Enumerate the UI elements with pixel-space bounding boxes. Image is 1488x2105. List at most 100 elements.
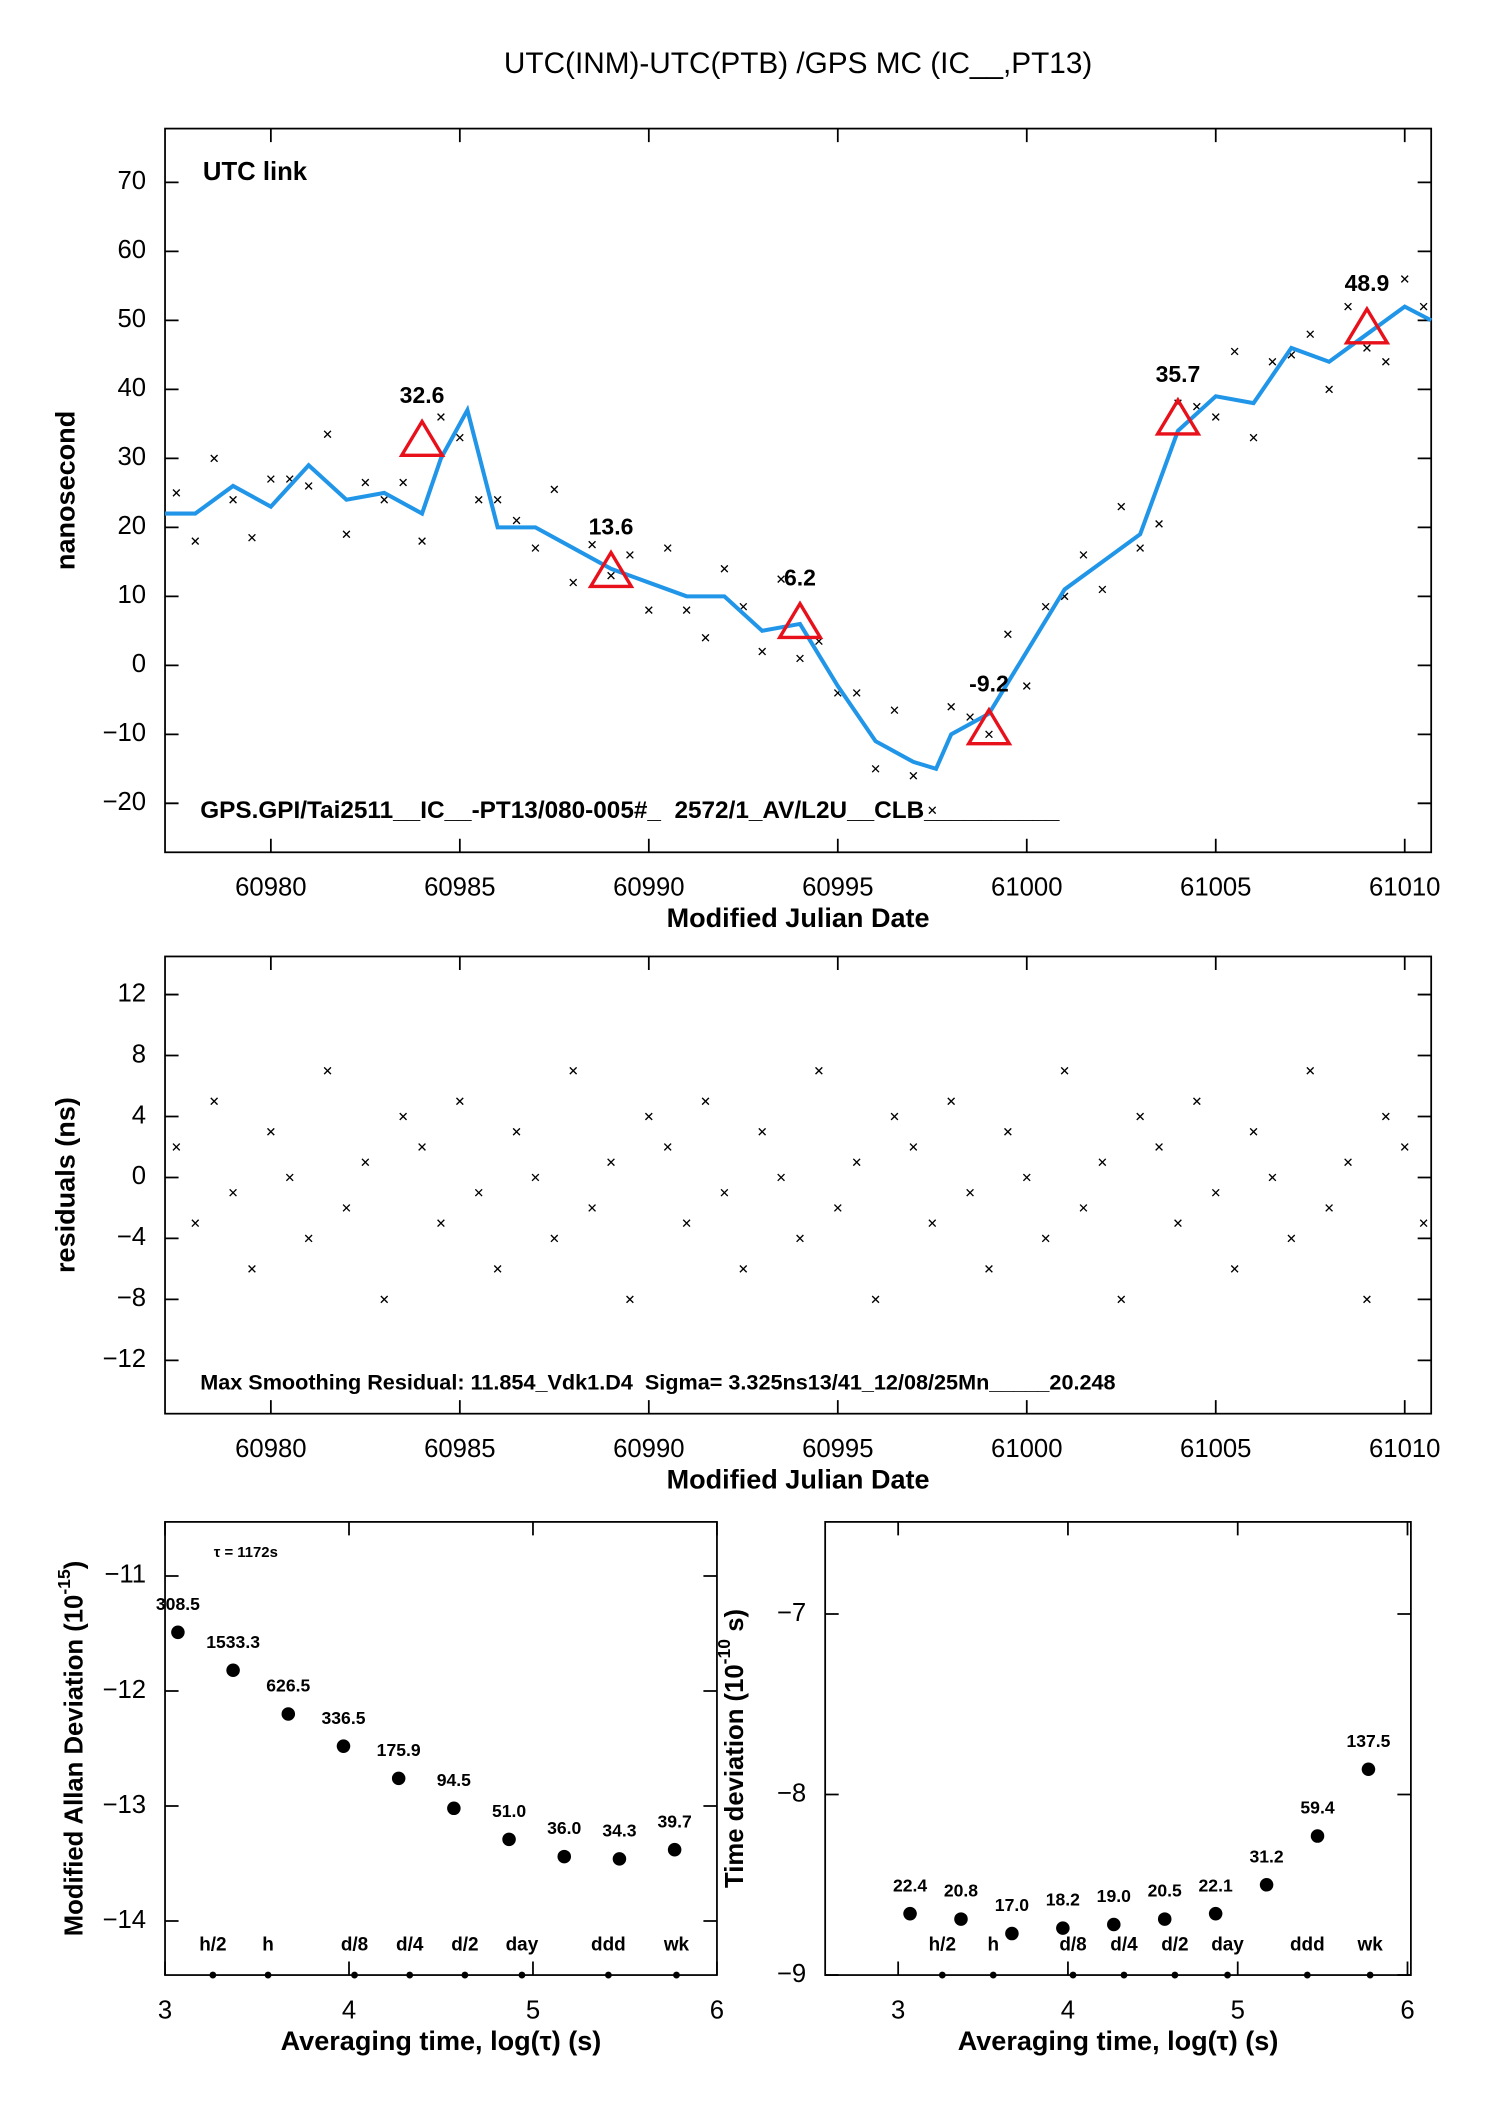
point [1287,1234,1296,1243]
point [1344,302,1352,311]
point [399,1112,408,1121]
tau-marker-label: h [262,1934,274,1955]
point [493,1265,502,1273]
x-tick-label: 60990 [613,1435,684,1463]
point [777,1173,785,1182]
point [777,575,785,583]
tau-marker [209,1971,217,1979]
point [229,1188,237,1197]
point [248,533,256,542]
point-label: 39.7 [658,1811,692,1831]
point [871,764,880,773]
point [1004,630,1012,639]
y-axis-label: residuals (ns) [51,1097,81,1273]
y-tick-label: −20 [103,788,147,816]
point [985,1265,993,1273]
point-label: 22.1 [1199,1875,1233,1895]
y-axis-label-end: s) [721,1609,749,1639]
x-tick-label: 61005 [1180,874,1251,902]
point [550,485,559,494]
point [796,1234,804,1243]
point [928,1219,937,1228]
point [607,1158,615,1167]
point [361,478,370,487]
point-label: 36.0 [547,1818,581,1838]
point [399,478,408,487]
tau-marker [1069,1971,1077,1979]
tau-marker [673,1971,680,1979]
points [903,1762,1376,1941]
point [229,495,237,504]
point [336,1739,351,1753]
point [1098,585,1107,594]
point [890,706,899,715]
tau-marker-label: d/2 [451,1934,478,1955]
tau-marker [1224,1971,1231,1979]
x-tick-label: 4 [342,1996,356,2024]
tau-marker-label: ddd [1290,1934,1325,1955]
point-label: 175.9 [377,1740,421,1760]
points [171,1625,682,1866]
point [172,1143,181,1151]
point [1400,275,1409,283]
y-tick-label: 12 [118,979,147,1007]
point [928,806,937,815]
point [1325,1204,1333,1212]
footnote: GPS.GPI/Tai2511__IC__-PT13/080-005#_ 257… [200,797,1060,824]
point [531,1173,540,1182]
triangle-label: -9.2 [969,671,1009,697]
triangle-label: 35.7 [1156,361,1201,387]
point [474,1188,483,1197]
triangle-label: 48.9 [1345,270,1390,296]
point [455,433,464,442]
point [966,713,974,721]
plot-frame [164,955,1433,1415]
point [909,1143,918,1151]
point [304,482,313,490]
triangle-label: 32.6 [400,382,445,408]
x-axis-label: Modified Julian Date [667,903,930,933]
point [474,495,483,504]
tau-marker-label: ddd [591,1934,626,1955]
y-axis-label: Time deviation (10-10 s) [714,1609,749,1888]
point [796,654,804,663]
point [909,771,918,780]
y-axis-label-exponent: -15 [54,1569,74,1595]
x-tick-label: 3 [158,1996,172,2024]
y-axis-label: nanosecond [51,411,81,570]
point [947,702,956,711]
y-tick-label: 4 [132,1101,146,1129]
point [1079,1204,1088,1212]
point [1363,1295,1371,1304]
triangle-marker [1343,305,1391,345]
point [1249,1127,1258,1136]
point [1041,602,1050,611]
point [588,540,596,549]
point [1022,682,1031,690]
point [285,1173,294,1182]
x-tick-label: 6 [710,1996,724,2024]
point [890,1112,899,1121]
point [644,1112,653,1121]
point [720,564,729,573]
point [172,488,181,497]
point [607,571,615,580]
y-tick-label: 20 [118,512,147,540]
triangle-marker [965,706,1013,746]
tau-marker-label: h/2 [199,1934,226,1955]
point-label: 19.0 [1097,1886,1131,1906]
point-label: 336.5 [321,1708,365,1728]
y-tick-label: −12 [103,1345,147,1373]
point [1056,1921,1070,1935]
point [361,1158,370,1167]
point [569,1066,578,1075]
tau-marker-label: h [987,1934,999,1955]
point [323,430,332,439]
tau-marker-label: h/2 [929,1934,956,1955]
point [191,1219,200,1228]
point [418,537,426,546]
point [1004,1127,1012,1136]
point [1268,1173,1277,1182]
